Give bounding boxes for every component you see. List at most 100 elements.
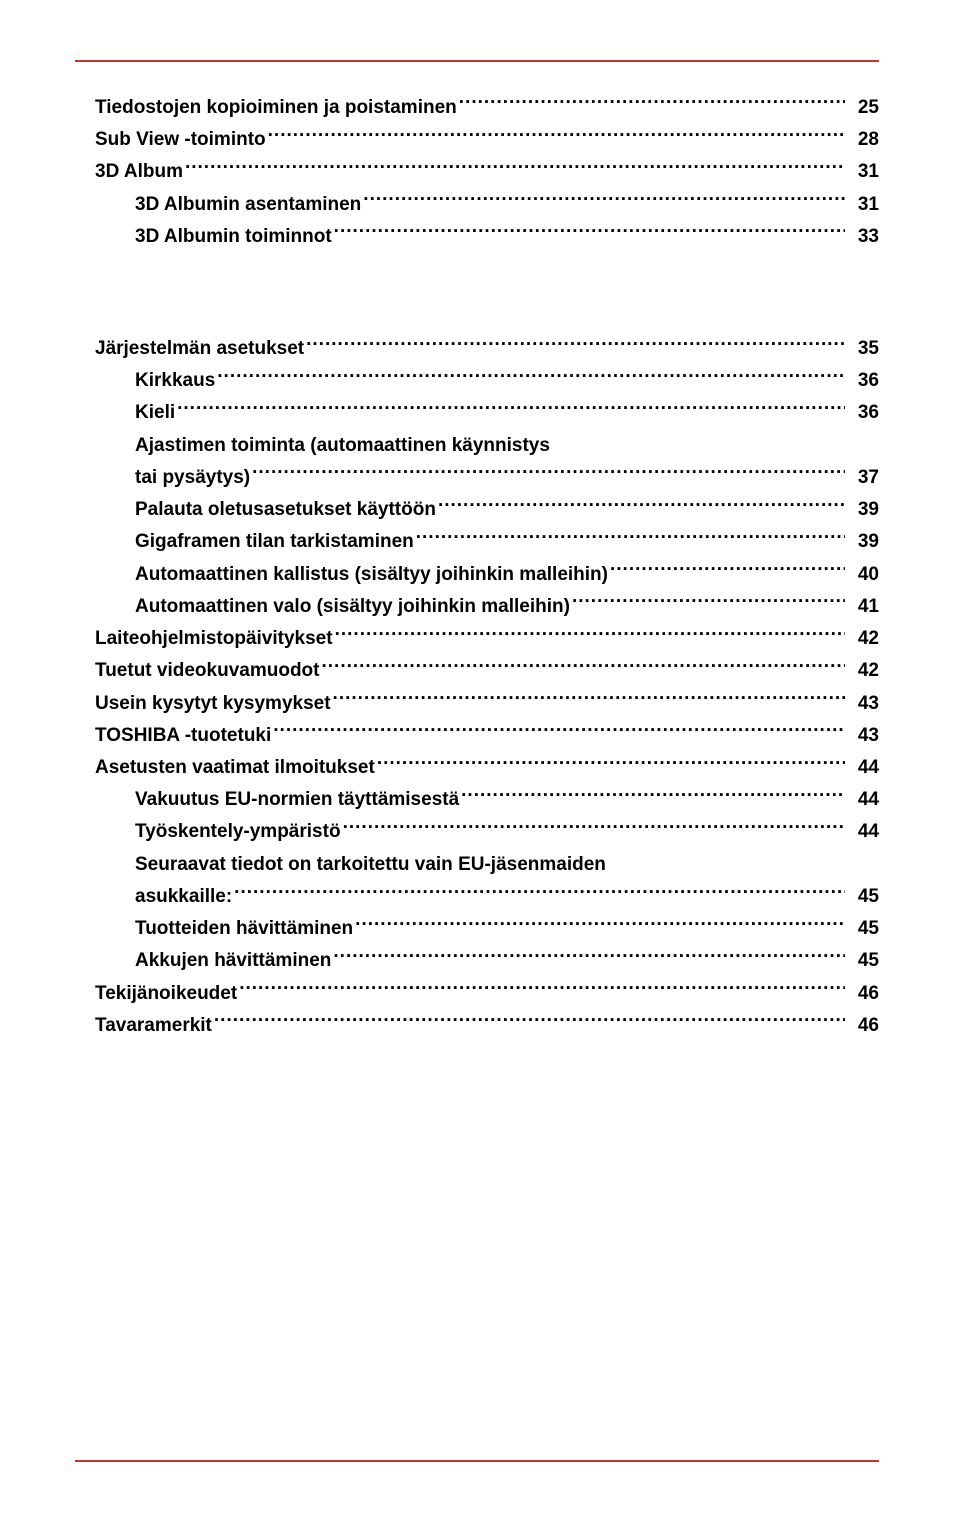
toc-leader-dots: [217, 363, 845, 386]
toc-leader-dots: [321, 654, 845, 677]
toc-entry-title: Tavaramerkit: [95, 1011, 212, 1040]
toc-leader-dots: [273, 718, 845, 741]
toc-entry-page: 45: [847, 914, 879, 943]
toc-entry-title: Usein kysytyt kysymykset: [95, 689, 331, 718]
toc-entry: TOSHIBA -tuotetuki 43: [75, 718, 879, 750]
toc-entry: Tiedostojen kopioiminen ja poistaminen 25: [75, 90, 879, 122]
toc-entry-title: Tiedostojen kopioiminen ja poistaminen: [95, 93, 457, 122]
toc-entry: Vakuutus EU-normien täyttämisestä 44: [75, 782, 879, 814]
toc-entry: Kieli 36: [75, 396, 879, 428]
toc-leader-dots: [438, 492, 845, 515]
toc-entry-title: Automaattinen kallistus (sisältyy joihin…: [135, 560, 608, 589]
toc-entry-page: 43: [847, 721, 879, 750]
toc-entry: Gigaframen tilan tarkistaminen 39: [75, 525, 879, 557]
toc-entry-title: Laiteohjelmistopäivitykset: [95, 624, 333, 653]
toc-entry-title: Akkujen hävittäminen: [135, 946, 331, 975]
toc-entry: Automaattinen kallistus (sisältyy joihin…: [75, 557, 879, 589]
toc-leader-dots: [572, 589, 845, 612]
toc-entry-title: tai pysäytys): [135, 463, 250, 492]
bottom-horizontal-rule: [75, 1460, 879, 1462]
toc-entry-page: 45: [847, 946, 879, 975]
table-of-contents: Tiedostojen kopioiminen ja poistaminen 25…: [75, 90, 879, 1040]
toc-leader-dots: [363, 187, 845, 210]
toc-entry-page: 39: [847, 495, 879, 524]
section-gap: [75, 251, 879, 331]
toc-leader-dots: [268, 122, 845, 145]
toc-entry-title: 3D Albumin toiminnot: [135, 222, 332, 251]
toc-entry-title: Työskentely-ympäristö: [135, 817, 341, 846]
toc-entry-title: Kirkkaus: [135, 366, 215, 395]
toc-leader-dots: [239, 976, 845, 999]
toc-entry-title: Sub View -toiminto: [95, 125, 266, 154]
toc-leader-dots: [461, 782, 845, 805]
toc-entry-page: 42: [847, 624, 879, 653]
toc-entry: 3D Albumin asentaminen31: [75, 187, 879, 219]
toc-entry-title: 3D Albumin asentaminen: [135, 190, 361, 219]
toc-entry-title: TOSHIBA -tuotetuki: [95, 721, 271, 750]
toc-entry: Akkujen hävittäminen 45: [75, 944, 879, 976]
toc-leader-dots: [355, 911, 845, 934]
toc-entry-page: 39: [847, 527, 879, 556]
toc-entry-page: 44: [847, 785, 879, 814]
toc-entry: Järjestelmän asetukset35: [75, 331, 879, 363]
toc-leader-dots: [214, 1008, 845, 1031]
toc-entry-page: 46: [847, 1011, 879, 1040]
toc-leader-dots: [333, 686, 845, 709]
toc-entry-page: 44: [847, 817, 879, 846]
toc-entry: Automaattinen valo (sisältyy joihinkin m…: [75, 589, 879, 621]
toc-leader-dots: [185, 154, 845, 177]
toc-entry-title: Ajastimen toiminta (automaattinen käynni…: [135, 431, 550, 460]
toc-entry: Tekijänoikeudet 46: [75, 976, 879, 1008]
toc-entry-title: Kieli: [135, 398, 175, 427]
toc-entry-title: Automaattinen valo (sisältyy joihinkin m…: [135, 592, 570, 621]
toc-entry-page: 36: [847, 366, 879, 395]
toc-entry-page: 31: [847, 157, 879, 186]
toc-entry: Kirkkaus 36: [75, 363, 879, 395]
toc-entry-title: Seuraavat tiedot on tarkoitettu vain EU-…: [135, 850, 606, 879]
toc-entry: 3D Album 31: [75, 154, 879, 186]
toc-entry-page: 35: [847, 334, 879, 363]
toc-entry: Seuraavat tiedot on tarkoitettu vain EU-…: [75, 847, 879, 879]
toc-entry-page: 44: [847, 753, 879, 782]
toc-entry-page: 25: [847, 93, 879, 122]
toc-entry-page: 36: [847, 398, 879, 427]
toc-entry: Usein kysytyt kysymykset 43: [75, 686, 879, 718]
toc-leader-dots: [335, 621, 845, 644]
toc-entry: 3D Albumin toiminnot 33: [75, 219, 879, 251]
toc-leader-dots: [333, 944, 845, 967]
toc-entry-page: 33: [847, 222, 879, 251]
toc-entry-title: Palauta oletusasetukset käyttöön: [135, 495, 436, 524]
toc-entry: Asetusten vaatimat ilmoitukset44: [75, 750, 879, 782]
toc-entry-title: asukkaille:: [135, 882, 232, 911]
toc-entry: asukkaille:45: [75, 879, 879, 911]
toc-entry: Laiteohjelmistopäivitykset 42: [75, 621, 879, 653]
top-horizontal-rule: [75, 60, 879, 62]
toc-entry-page: 46: [847, 979, 879, 1008]
toc-leader-dots: [416, 525, 845, 548]
toc-entry-title: 3D Album: [95, 157, 183, 186]
toc-leader-dots: [234, 879, 845, 902]
toc-entry-page: 43: [847, 689, 879, 718]
toc-entry: Ajastimen toiminta (automaattinen käynni…: [75, 428, 879, 460]
toc-leader-dots: [252, 460, 845, 483]
toc-leader-dots: [343, 815, 845, 838]
toc-entry: Työskentely-ympäristö 44: [75, 815, 879, 847]
toc-entry: Sub View -toiminto28: [75, 122, 879, 154]
toc-leader-dots: [306, 331, 845, 354]
toc-entry: Tuetut videokuvamuodot 42: [75, 654, 879, 686]
toc-leader-dots: [610, 557, 845, 580]
toc-leader-dots: [377, 750, 845, 773]
toc-leader-dots: [459, 90, 845, 113]
toc-leader-dots: [334, 219, 845, 242]
toc-entry: Tavaramerkit 46: [75, 1008, 879, 1040]
toc-entry-title: Vakuutus EU-normien täyttämisestä: [135, 785, 459, 814]
toc-entry-page: 41: [847, 592, 879, 621]
toc-entry: Palauta oletusasetukset käyttöön 39: [75, 492, 879, 524]
toc-entry-title: Tuetut videokuvamuodot: [95, 656, 319, 685]
toc-entry-title: Gigaframen tilan tarkistaminen: [135, 527, 414, 556]
toc-entry-page: 37: [847, 463, 879, 492]
bottom-spacer: [75, 1040, 879, 1420]
toc-entry-page: 42: [847, 656, 879, 685]
document-page: Tiedostojen kopioiminen ja poistaminen 25…: [0, 0, 954, 1522]
toc-entry-title: Tekijänoikeudet: [95, 979, 237, 1008]
